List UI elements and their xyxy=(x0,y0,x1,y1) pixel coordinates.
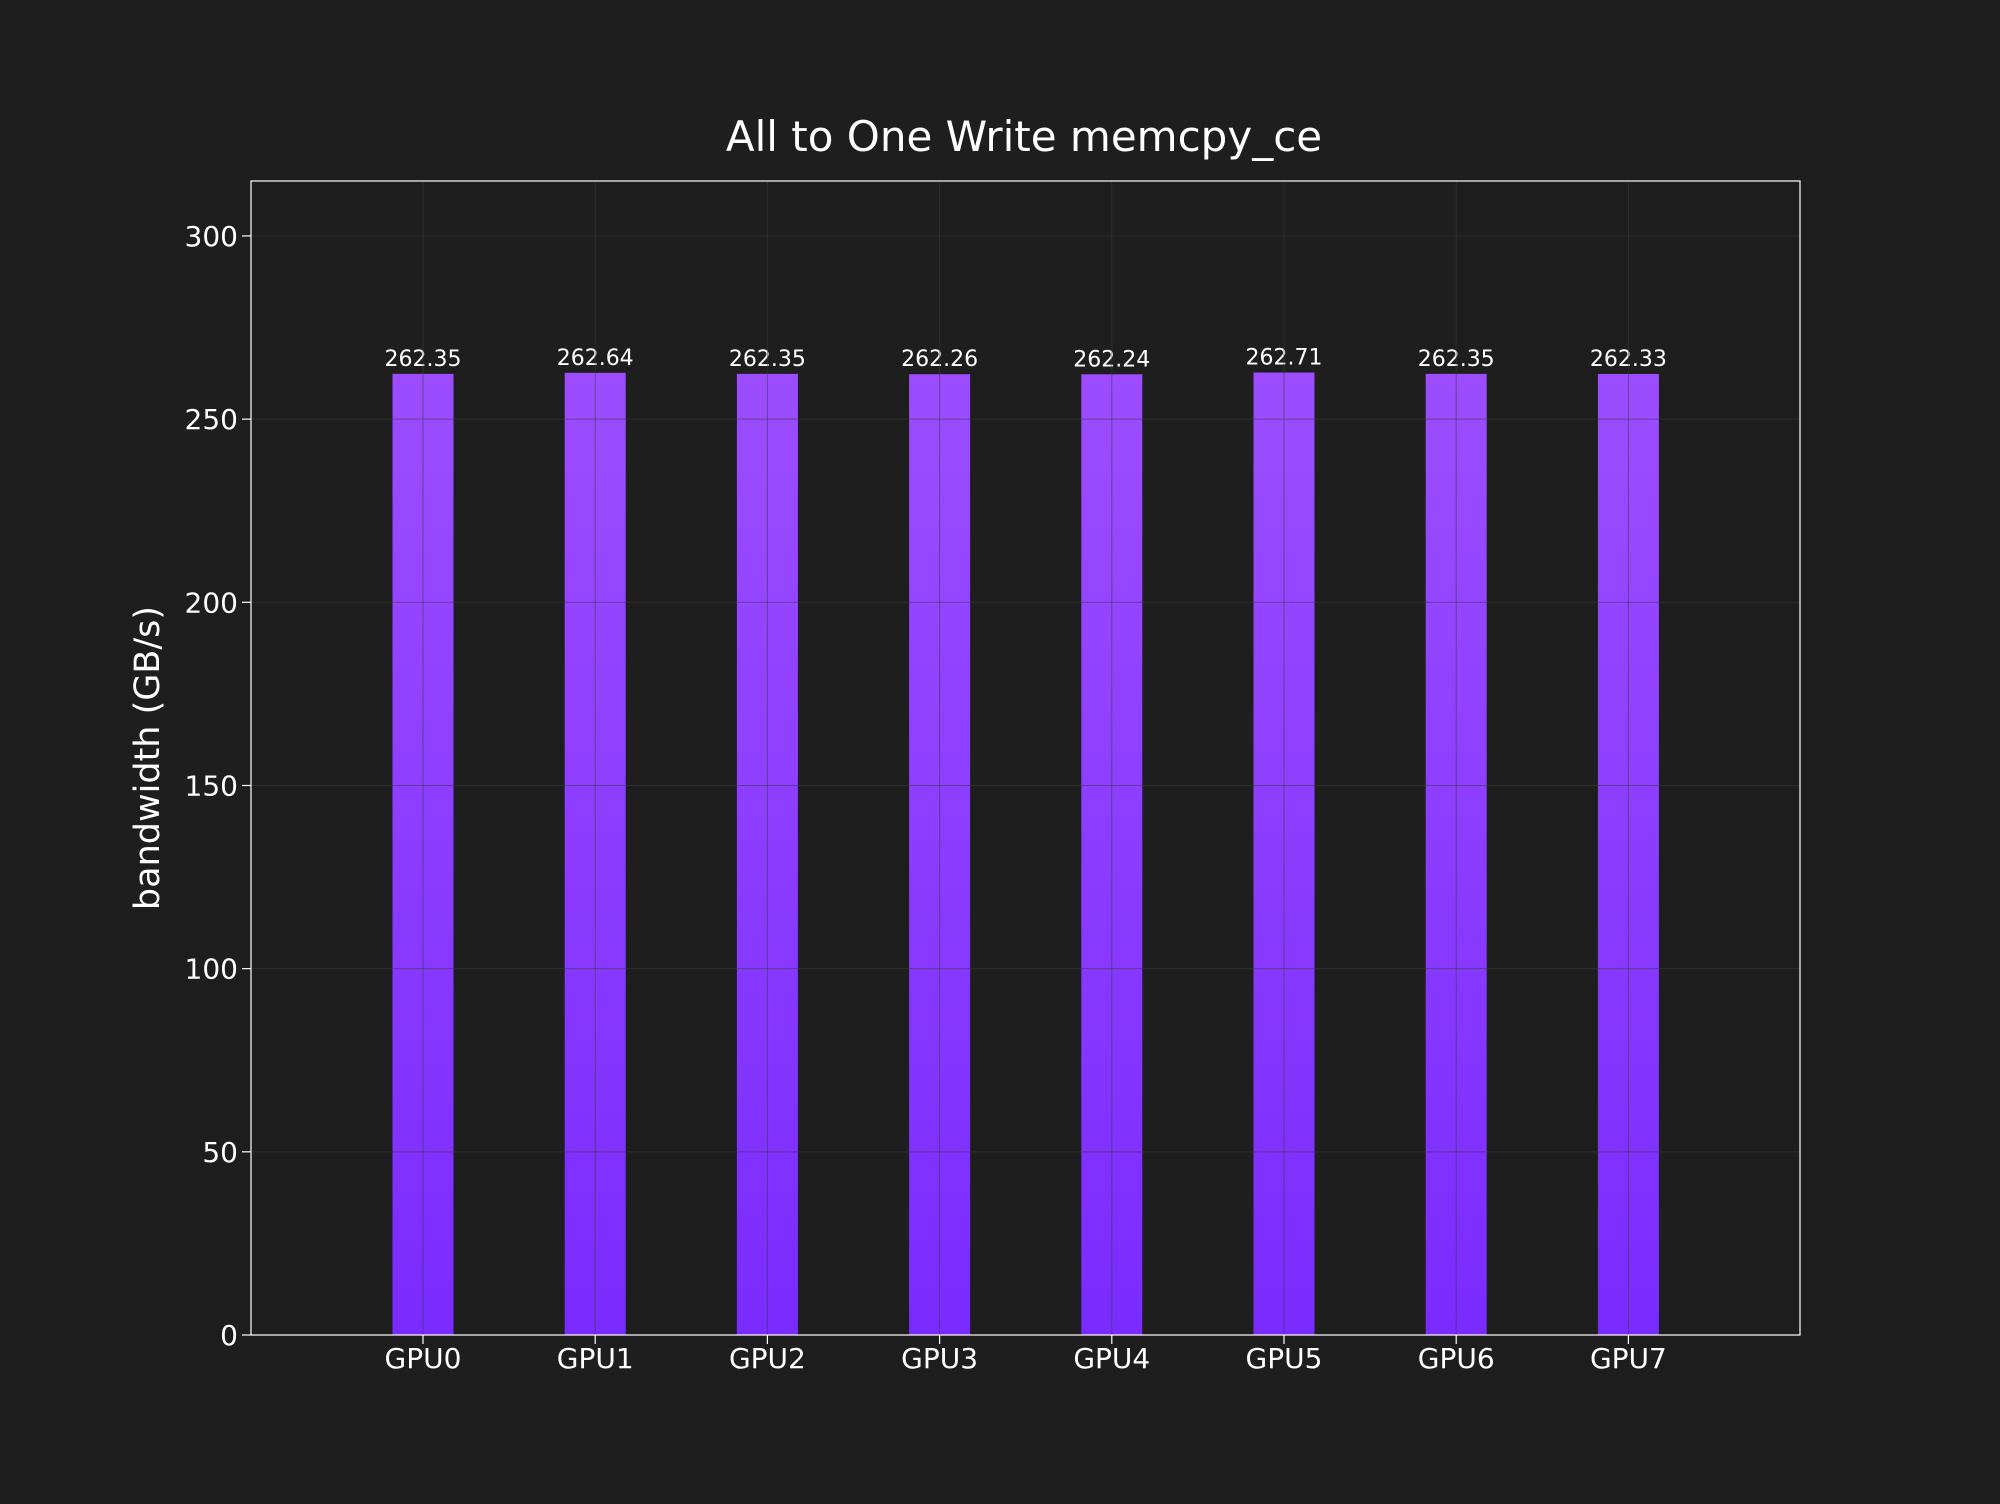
y-tick-label: 250 xyxy=(185,403,238,436)
x-tick-label: GPU0 xyxy=(385,1342,462,1375)
bars-layer: 262.35 262.64 262.35 262.26 262.24 262.71 262.… xyxy=(385,346,1667,1336)
y-tick-label: 0 xyxy=(220,1319,238,1352)
x-tick-label: GPU6 xyxy=(1418,1342,1495,1375)
x-tick-label: GPU2 xyxy=(729,1342,806,1375)
axes-layer: 0 50 100 150 200 250 300 GPU0 GPU1 GPU2 GPU3 GPU4 GP… xyxy=(185,180,1801,1375)
chart-title: All to One Write memcpy_ce xyxy=(726,112,1322,161)
y-tick-label: 50 xyxy=(202,1136,238,1169)
y-tick-label: 100 xyxy=(185,953,238,986)
y-tick-label: 150 xyxy=(185,769,238,802)
grid-lines xyxy=(251,181,1800,1336)
x-tick-label: GPU5 xyxy=(1246,1342,1323,1375)
x-tick-label: GPU7 xyxy=(1590,1342,1667,1375)
x-tick-label: GPU1 xyxy=(557,1342,634,1375)
y-tick-label: 300 xyxy=(185,220,238,253)
x-tick-label: GPU4 xyxy=(1073,1342,1150,1375)
plot-frame xyxy=(250,180,1801,1336)
x-tick-label: GPU3 xyxy=(901,1342,978,1375)
y-axis-label: bandwidth (GB/s) xyxy=(128,606,168,910)
y-tick-label: 200 xyxy=(185,586,238,619)
